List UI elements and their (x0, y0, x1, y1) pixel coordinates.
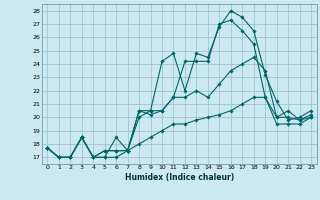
X-axis label: Humidex (Indice chaleur): Humidex (Indice chaleur) (124, 173, 234, 182)
